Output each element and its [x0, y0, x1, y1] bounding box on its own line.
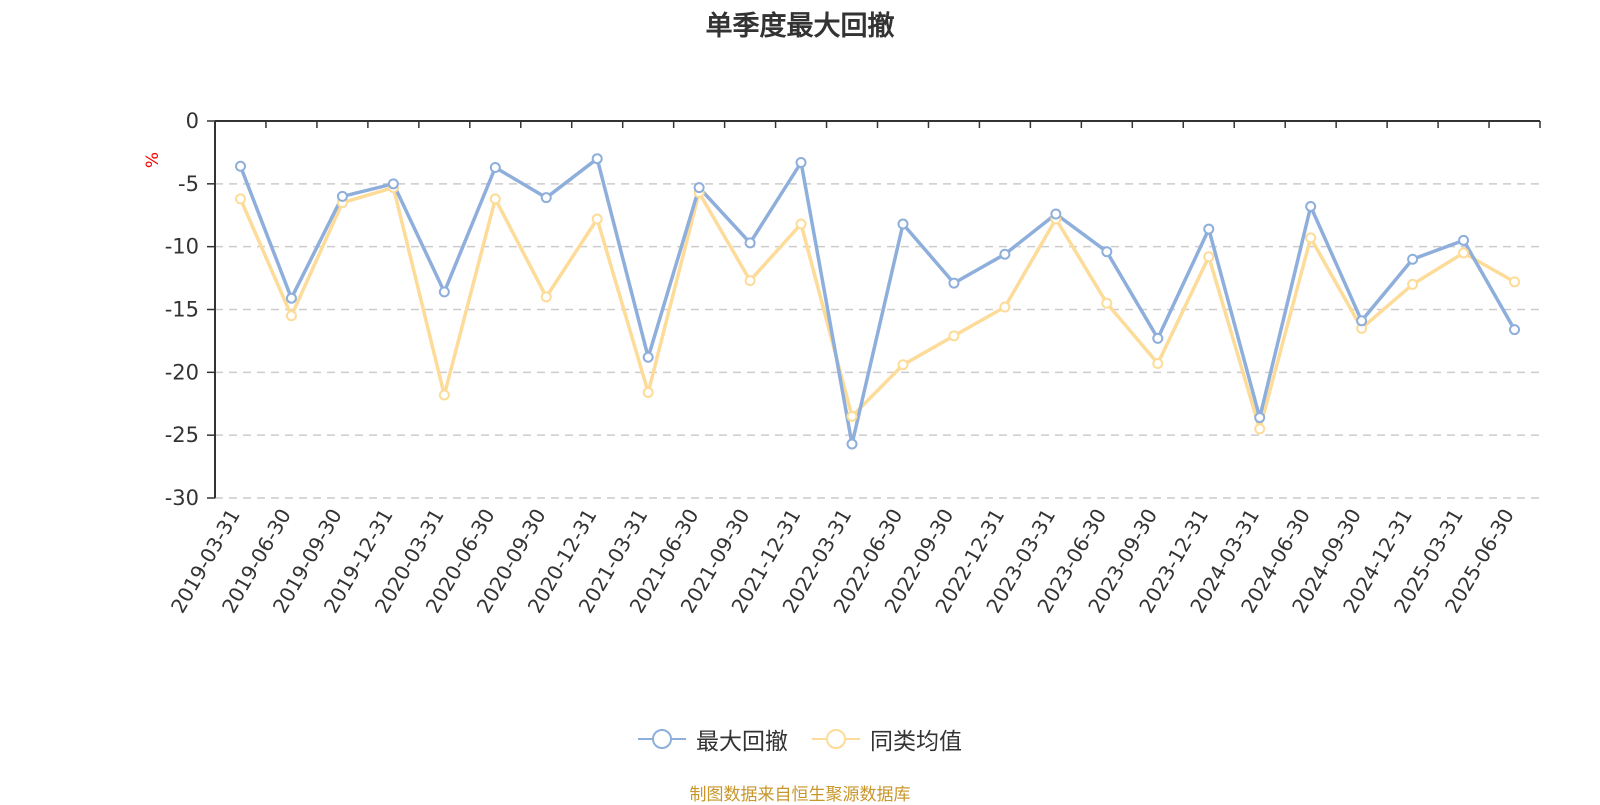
data-point-max-drawdown[interactable] [1510, 325, 1519, 334]
data-point-max-drawdown[interactable] [1102, 247, 1111, 256]
data-point-peer-average[interactable] [949, 331, 958, 340]
data-point-peer-average[interactable] [1459, 248, 1468, 257]
data-point-max-drawdown[interactable] [1357, 316, 1366, 325]
data-point-peer-average[interactable] [644, 388, 653, 397]
line-chart: 0-5-10-15-20-25-30%2019-03-312019-06-302… [0, 0, 1600, 760]
source-note: 制图数据来自恒生聚源数据库 [0, 780, 1600, 805]
data-point-peer-average[interactable] [1102, 299, 1111, 308]
data-point-max-drawdown[interactable] [542, 193, 551, 202]
data-point-peer-average[interactable] [898, 360, 907, 369]
series-points [236, 154, 1519, 448]
y-tick-label: -15 [165, 298, 199, 322]
axes: 0-5-10-15-20-25-30%2019-03-312019-06-302… [143, 109, 1540, 617]
data-point-peer-average[interactable] [1408, 280, 1417, 289]
y-tick-label: 0 [186, 109, 199, 133]
data-point-max-drawdown[interactable] [1408, 255, 1417, 264]
y-tick-label: -5 [178, 172, 199, 196]
series-line-peer-average [241, 188, 1515, 429]
y-tick-label: -25 [165, 423, 199, 447]
data-point-peer-average[interactable] [287, 311, 296, 320]
data-point-max-drawdown[interactable] [746, 238, 755, 247]
data-point-peer-average[interactable] [746, 276, 755, 285]
legend: 最大回撤 同类均值 [0, 722, 1600, 756]
data-point-max-drawdown[interactable] [644, 353, 653, 362]
data-point-peer-average[interactable] [542, 292, 551, 301]
legend-symbol-max-drawdown-icon [638, 727, 686, 751]
legend-item-peer-average[interactable]: 同类均值 [812, 722, 962, 756]
data-point-max-drawdown[interactable] [440, 287, 449, 296]
data-point-peer-average[interactable] [848, 412, 857, 421]
data-point-peer-average[interactable] [440, 390, 449, 399]
data-point-max-drawdown[interactable] [695, 183, 704, 192]
data-point-peer-average[interactable] [797, 220, 806, 229]
y-tick-label: -20 [165, 360, 199, 384]
data-point-max-drawdown[interactable] [1051, 209, 1060, 218]
data-point-max-drawdown[interactable] [287, 294, 296, 303]
series-line-max-drawdown [241, 159, 1515, 444]
data-point-max-drawdown[interactable] [949, 279, 958, 288]
data-point-peer-average[interactable] [491, 194, 500, 203]
data-point-max-drawdown[interactable] [1459, 236, 1468, 245]
data-point-max-drawdown[interactable] [898, 220, 907, 229]
data-point-peer-average[interactable] [236, 194, 245, 203]
data-point-peer-average[interactable] [1255, 424, 1264, 433]
data-point-max-drawdown[interactable] [593, 154, 602, 163]
legend-symbol-peer-average-icon [812, 727, 860, 751]
y-axis-unit-label: % [143, 152, 163, 168]
series-lines [241, 159, 1515, 444]
data-point-max-drawdown[interactable] [1153, 334, 1162, 343]
data-point-peer-average[interactable] [1510, 277, 1519, 286]
data-point-max-drawdown[interactable] [797, 158, 806, 167]
data-point-peer-average[interactable] [1000, 302, 1009, 311]
data-point-max-drawdown[interactable] [848, 439, 857, 448]
data-point-max-drawdown[interactable] [491, 163, 500, 172]
y-tick-label: -10 [165, 235, 199, 259]
data-point-max-drawdown[interactable] [338, 192, 347, 201]
data-point-max-drawdown[interactable] [1306, 202, 1315, 211]
data-point-max-drawdown[interactable] [1204, 225, 1213, 234]
data-point-max-drawdown[interactable] [236, 162, 245, 171]
data-point-peer-average[interactable] [593, 215, 602, 224]
data-point-peer-average[interactable] [1306, 233, 1315, 242]
legend-item-max-drawdown[interactable]: 最大回撤 [638, 722, 788, 756]
legend-label-peer-average: 同类均值 [870, 722, 962, 756]
data-point-peer-average[interactable] [1204, 252, 1213, 261]
data-point-peer-average[interactable] [1153, 359, 1162, 368]
data-point-max-drawdown[interactable] [1255, 413, 1264, 422]
data-point-max-drawdown[interactable] [1000, 250, 1009, 259]
legend-label-max-drawdown: 最大回撤 [696, 722, 788, 756]
y-tick-label: -30 [165, 486, 199, 510]
data-point-max-drawdown[interactable] [389, 179, 398, 188]
